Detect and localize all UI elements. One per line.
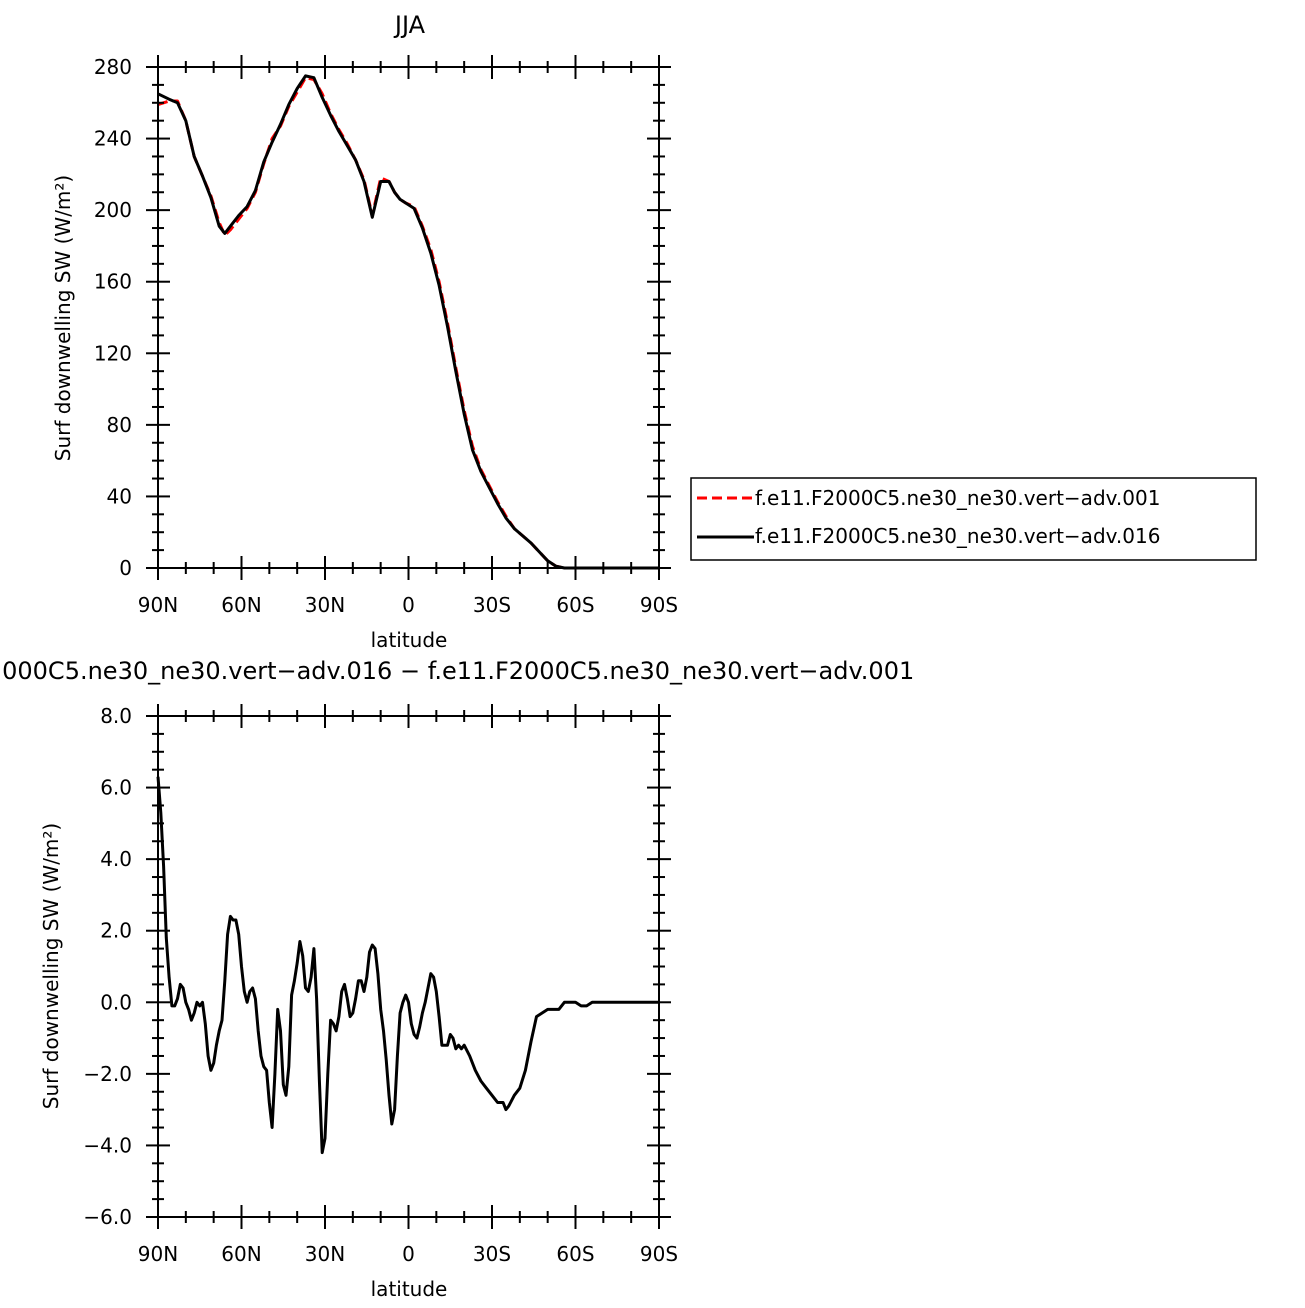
x-tick-label: 60S [556, 593, 594, 617]
x-tick-label: 90N [138, 1242, 178, 1266]
y-tick-label: 80 [107, 413, 132, 437]
y-tick-label: 8.0 [100, 704, 132, 728]
series-line-0-0 [157, 76, 659, 570]
legend-label-001: f.e11.F2000C5.ne30_ne30.vert−adv.001 [755, 486, 1160, 510]
y-tick-label: 200 [94, 198, 132, 222]
y-tick-label: −4.0 [83, 1133, 132, 1157]
bottom-x-axis-label: latitude [371, 1277, 448, 1301]
bottom-chart-title: f.e11.F2000C5.ne30_ne30.vert−adv.016 − f… [0, 657, 914, 685]
x-tick-label: 30N [305, 593, 345, 617]
top-panel: JJA 90N 60N 30N 0 30S 60S 90S 0 40 80 120 160 200 24… [51, 11, 1257, 652]
y-tick-label: 2.0 [100, 919, 132, 943]
top-x-ticks: 90N 60N 30N 0 30S 60S 90S [138, 55, 678, 617]
x-tick-label: 30N [305, 1242, 345, 1266]
y-tick-label: 6.0 [100, 776, 132, 800]
legend-label-016: f.e11.F2000C5.ne30_ne30.vert−adv.016 [755, 524, 1160, 548]
top-y-ticks: 0 40 80 120 160 200 240 280 [94, 55, 671, 580]
x-tick-label: 90N [138, 593, 178, 617]
x-tick-label: 0 [402, 593, 415, 617]
y-tick-label: 280 [94, 55, 132, 79]
y-tick-label: 40 [107, 484, 132, 508]
top-chart-title: JJA [393, 11, 426, 39]
top-series-group [157, 74, 659, 570]
x-tick-label: 90S [640, 1242, 678, 1266]
top-y-axis-label: Surf downwelling SW (W/m²) [51, 175, 75, 461]
bottom-x-ticks: 90N 60N 30N 0 30S 60S 90S [138, 704, 678, 1266]
legend: f.e11.F2000C5.ne30_ne30.vert−adv.001 f.e… [690, 477, 1257, 561]
y-tick-label: 0.0 [100, 990, 132, 1014]
x-tick-label: 0 [402, 1242, 415, 1266]
legend-box [690, 477, 1257, 561]
y-tick-label: 120 [94, 341, 132, 365]
x-tick-label: 60N [221, 593, 261, 617]
bottom-y-axis-label: Surf downwelling SW (W/m²) [39, 823, 63, 1109]
top-x-axis-label: latitude [371, 628, 448, 652]
y-tick-label: 160 [94, 270, 132, 294]
y-tick-label: 4.0 [100, 847, 132, 871]
y-tick-label: −2.0 [83, 1062, 132, 1086]
bottom-plot-frame [157, 715, 660, 1218]
bottom-series-group [156, 776, 659, 1155]
bottom-panel: f.e11.F2000C5.ne30_ne30.vert−adv.016 − f… [0, 657, 914, 1301]
x-tick-label: 90S [640, 593, 678, 617]
x-tick-label: 30S [473, 593, 511, 617]
x-tick-label: 30S [473, 1242, 511, 1266]
x-tick-label: 60N [221, 1242, 261, 1266]
y-tick-label: −6.0 [83, 1205, 132, 1229]
x-tick-label: 60S [556, 1242, 594, 1266]
top-plot-frame [157, 66, 660, 569]
series-line-1-0 [156, 776, 659, 1155]
y-tick-label: 0 [119, 556, 132, 580]
y-tick-label: 240 [94, 127, 132, 151]
series-line-0-1 [157, 74, 659, 570]
bottom-y-ticks: −6.0 −4.0 −2.0 0.0 2.0 4.0 6.0 8.0 [83, 704, 671, 1229]
